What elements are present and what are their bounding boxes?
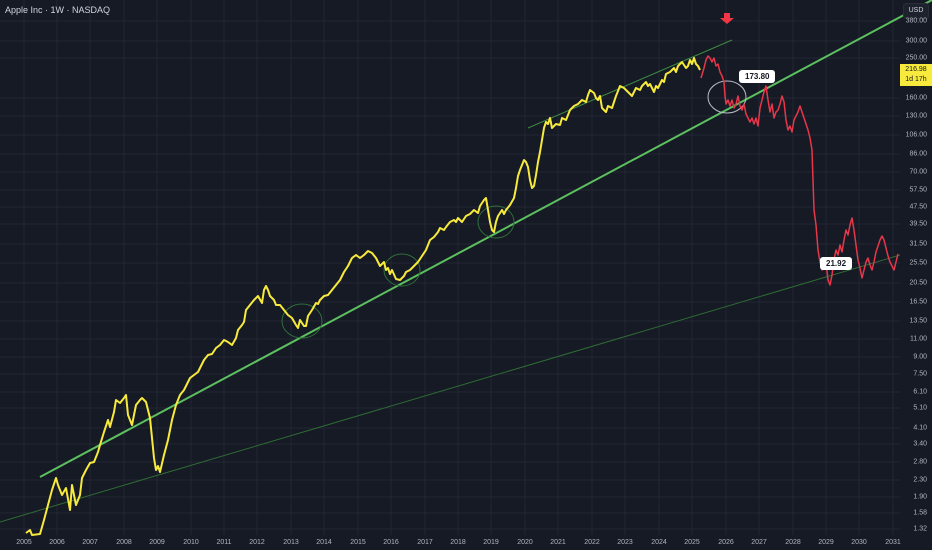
- main-support-trendline[interactable]: [39, 0, 932, 478]
- x-tick-label: 2024: [651, 539, 667, 546]
- y-tick-label: 25.50: [909, 259, 927, 267]
- down-arrow-icon: [720, 13, 734, 24]
- y-tick-label: 86.00: [909, 150, 927, 158]
- x-tick-label: 2022: [584, 539, 600, 546]
- upper-channel-line[interactable]: [527, 39, 733, 129]
- callout-low[interactable]: 21.92: [820, 257, 853, 270]
- x-tick-label: 2012: [249, 539, 265, 546]
- x-tick-label: 2023: [617, 539, 633, 546]
- callout-high[interactable]: 173.80: [739, 70, 776, 83]
- y-tick-label: 3.40: [913, 440, 927, 448]
- x-tick-label: 2029: [818, 539, 834, 546]
- y-tick-label: 1.32: [913, 525, 927, 533]
- y-tick-label: 250.00: [905, 54, 927, 62]
- y-tick-label: 5.10: [913, 404, 927, 412]
- y-tick-label: 70.00: [909, 168, 927, 176]
- x-tick-label: 2015: [350, 539, 366, 546]
- x-tick-label: 2028: [785, 539, 801, 546]
- x-tick-label: 2019: [483, 539, 499, 546]
- x-tick-label: 2008: [116, 539, 132, 546]
- y-tick-label: 4.10: [913, 424, 927, 432]
- y-tick-label: 7.50: [913, 370, 927, 378]
- x-tick-label: 2025: [684, 539, 700, 546]
- y-tick-label: 2.80: [913, 458, 927, 466]
- y-tick-label: 380.00: [905, 17, 927, 25]
- y-tick-label: 1.90: [913, 493, 927, 501]
- bar-countdown: 1d 17h: [905, 76, 927, 83]
- x-tick-label: 2027: [751, 539, 767, 546]
- last-price-tag: 216.98 1d 17h: [900, 64, 932, 86]
- x-tick-label: 2011: [216, 539, 232, 546]
- y-tick-label: 57.50: [909, 186, 927, 194]
- x-tick-label: 2030: [851, 539, 867, 546]
- x-tick-label: 2005: [16, 539, 32, 546]
- y-tick-label: 47.50: [909, 203, 927, 211]
- y-tick-label: 160.00: [905, 94, 927, 102]
- currency-button[interactable]: USD: [903, 3, 929, 19]
- y-tick-label: 6.10: [913, 388, 927, 396]
- x-tick-label: 2031: [885, 539, 901, 546]
- grid-lines: [0, 0, 900, 535]
- x-tick-label: 2017: [417, 539, 433, 546]
- y-tick-label: 16.50: [909, 298, 927, 306]
- x-tick-label: 2016: [383, 539, 399, 546]
- y-tick-label: 300.00: [905, 37, 927, 45]
- y-tick-label: 9.00: [913, 353, 927, 361]
- x-tick-label: 2020: [517, 539, 533, 546]
- touch-circle-2019: [477, 205, 515, 239]
- x-tick-label: 2021: [550, 539, 566, 546]
- chart-title: Apple Inc · 1W · NASDAQ: [5, 5, 111, 15]
- x-tick-label: 2007: [82, 539, 98, 546]
- x-tick-label: 2013: [283, 539, 299, 546]
- x-tick-label: 2010: [183, 539, 199, 546]
- x-tick-label: 2026: [718, 539, 734, 546]
- touch-circle-2016: [383, 253, 421, 287]
- y-tick-label: 20.50: [909, 279, 927, 287]
- long-term-lower-trendline[interactable]: [0, 254, 901, 523]
- projected-price-line[interactable]: [700, 55, 899, 286]
- touch-circle-2013: [281, 303, 323, 339]
- x-tick-label: 2014: [316, 539, 332, 546]
- y-tick-label: 39.50: [909, 220, 927, 228]
- x-tick-label: 2009: [149, 539, 165, 546]
- y-tick-label: 130.00: [905, 112, 927, 120]
- y-tick-label: 31.50: [909, 240, 927, 248]
- touch-circle-2026: [707, 80, 747, 114]
- y-tick-label: 1.58: [913, 509, 927, 517]
- x-tick-label: 2006: [49, 539, 65, 546]
- y-tick-label: 106.00: [905, 131, 927, 139]
- y-tick-label: 11.00: [910, 335, 927, 343]
- y-tick-label: 2.30: [913, 476, 927, 484]
- x-tick-label: 2018: [450, 539, 466, 546]
- historical-price-line[interactable]: [25, 57, 701, 536]
- y-tick-label: 13.50: [909, 317, 927, 325]
- last-price-value: 216.98: [905, 66, 927, 73]
